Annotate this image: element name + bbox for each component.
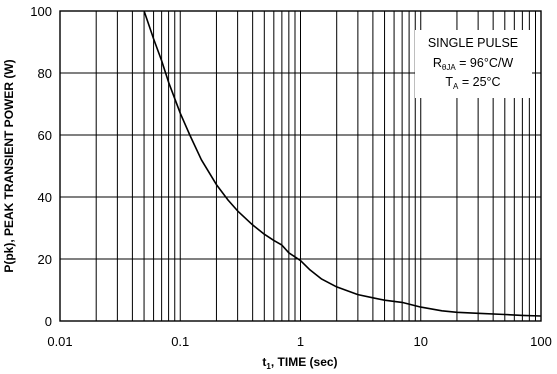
x-tick-label: 0.1 bbox=[171, 334, 189, 349]
y-tick-label: 20 bbox=[38, 252, 52, 267]
x-tick-label: 100 bbox=[530, 334, 552, 349]
x-tick-label: 1 bbox=[297, 334, 304, 349]
annotation-line2-main: R bbox=[433, 56, 442, 70]
annotation-line2-rest: = 96°C/W bbox=[456, 56, 514, 70]
x-axis-label: t1, TIME (sec) bbox=[262, 355, 337, 371]
y-tick-label: 80 bbox=[38, 66, 52, 81]
x-axis-label-main: t bbox=[262, 355, 266, 369]
y-tick-label: 0 bbox=[45, 314, 52, 329]
annotation-line3-main: T bbox=[445, 75, 453, 89]
annotation-line2-sub: θJA bbox=[442, 63, 456, 72]
series-line bbox=[143, 10, 542, 317]
y-tick-label: 60 bbox=[38, 128, 52, 143]
plot-frame bbox=[59, 10, 542, 322]
tick-labels: 0.01 0.1 1 10 100 0 20 40 60 80 100 bbox=[30, 4, 552, 349]
annotation-background bbox=[415, 30, 532, 98]
annotation-line3-sub: A bbox=[453, 82, 459, 91]
x-axis-label-rest: , TIME (sec) bbox=[271, 355, 338, 369]
series-layer bbox=[143, 10, 542, 317]
annotation-line3: TA = 25°C bbox=[445, 75, 500, 91]
y-tick-label: 40 bbox=[38, 190, 52, 205]
y-tick-label: 100 bbox=[30, 4, 52, 19]
y-axis-label: P(pk), PEAK TRANSIENT POWER (W) bbox=[2, 59, 16, 272]
annotation-line1: SINGLE PULSE bbox=[428, 36, 518, 50]
grid bbox=[60, 11, 541, 321]
annotation-box: SINGLE PULSE RθJA = 96°C/W TA = 25°C bbox=[415, 30, 532, 98]
x-tick-label: 0.01 bbox=[47, 334, 72, 349]
x-axis-label-sub: 1 bbox=[266, 362, 271, 371]
annotation-line2: RθJA = 96°C/W bbox=[433, 56, 513, 72]
x-tick-label: 10 bbox=[414, 334, 428, 349]
annotation-line3-rest: = 25°C bbox=[458, 75, 500, 89]
